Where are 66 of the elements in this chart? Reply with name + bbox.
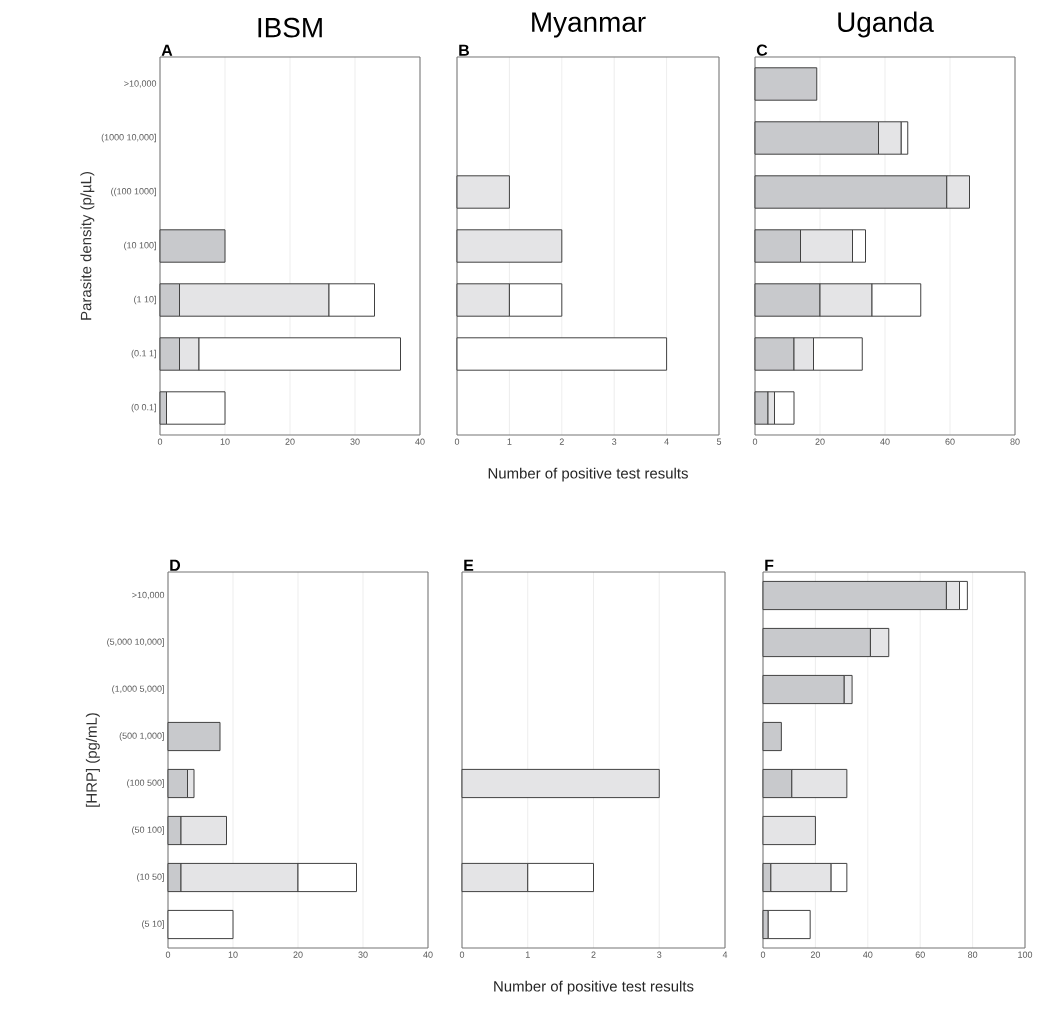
x-tick-label: 0 xyxy=(760,951,766,958)
x-tick-label: 30 xyxy=(358,951,368,958)
x-tick-label: 2 xyxy=(591,951,596,958)
chart-subtitle: D xyxy=(170,559,181,571)
x-tick-label: 40 xyxy=(415,438,425,445)
x-tick-label: 10 xyxy=(228,951,238,958)
x-tick-label: 80 xyxy=(968,951,978,958)
bar xyxy=(159,229,226,263)
x-tick-label: 5 xyxy=(716,438,722,445)
x-tick-label: 0 xyxy=(165,951,171,958)
x-tick-label: 2 xyxy=(559,438,564,445)
x-tick-label: 4 xyxy=(722,951,728,958)
y-tick-label: (10 100] xyxy=(124,241,156,251)
y-tick-label: (5,000 10,000] xyxy=(107,638,164,647)
x-axis-title: Number of positive test results xyxy=(488,467,688,482)
y-tick-label: (1,000 5,000] xyxy=(112,685,164,694)
x-tick-label: 20 xyxy=(293,951,303,958)
x-tick-label: 1 xyxy=(525,951,530,958)
bar xyxy=(762,721,782,752)
y-tick-label: (0.1 1] xyxy=(131,349,156,359)
x-tick-label: 20 xyxy=(815,438,825,445)
x-tick-label: 3 xyxy=(612,438,617,445)
x-axis-title: Number of positive test results xyxy=(494,980,694,995)
bar xyxy=(754,67,818,101)
bar xyxy=(167,721,221,752)
x-tick-label: 0 xyxy=(157,438,163,445)
y-tick-label: >10,000 xyxy=(132,591,165,600)
x-tick-label: 30 xyxy=(350,438,360,445)
y-tick-label: (0 0.1] xyxy=(131,403,156,413)
y-axis-title: Parasite density (p/µL) xyxy=(80,172,95,320)
y-tick-label: (10 50] xyxy=(137,873,164,882)
chart-subtitle: E xyxy=(464,559,474,571)
chart-subtitle: A xyxy=(161,44,173,56)
x-tick-label: 0 xyxy=(752,438,758,445)
x-tick-label: 4 xyxy=(664,438,669,445)
x-tick-label: 10 xyxy=(220,438,230,445)
chart-title: Uganda xyxy=(838,11,934,38)
chart-subtitle: B xyxy=(459,44,469,56)
x-tick-label: 100 xyxy=(1018,951,1033,958)
chart-title: IBSM xyxy=(258,17,322,38)
x-tick-label: 0 xyxy=(454,438,460,445)
x-tick-label: 1 xyxy=(507,438,512,445)
x-tick-label: 80 xyxy=(1010,438,1020,445)
x-tick-label: 60 xyxy=(945,438,955,445)
y-tick-label: (1 10] xyxy=(134,295,156,305)
x-tick-label: 3 xyxy=(657,951,662,958)
x-tick-label: 20 xyxy=(285,438,295,445)
y-tick-label: (1000 10,000] xyxy=(101,133,156,143)
y-tick-label: (100 500] xyxy=(127,779,164,788)
x-tick-label: 40 xyxy=(863,951,873,958)
y-axis-title: [HRP] (pg/mL) xyxy=(85,713,100,807)
bar xyxy=(456,337,668,371)
chart-subtitle: F xyxy=(765,559,774,571)
x-tick-label: 40 xyxy=(880,438,890,445)
y-tick-label: ((100 1000] xyxy=(111,187,156,197)
bar xyxy=(167,909,234,940)
x-tick-label: 20 xyxy=(810,951,821,958)
x-tick-label: 40 xyxy=(423,951,433,958)
chart-subtitle: C xyxy=(756,44,768,56)
chart-title: Myanmar xyxy=(532,12,646,38)
y-tick-label: (50 100] xyxy=(132,826,164,835)
x-tick-label: 0 xyxy=(459,951,465,958)
y-tick-label: (500 1,000] xyxy=(119,732,164,741)
y-tick-label: (5 10] xyxy=(142,920,164,929)
x-tick-label: 60 xyxy=(915,951,925,958)
y-tick-label: >10,000 xyxy=(124,80,157,88)
